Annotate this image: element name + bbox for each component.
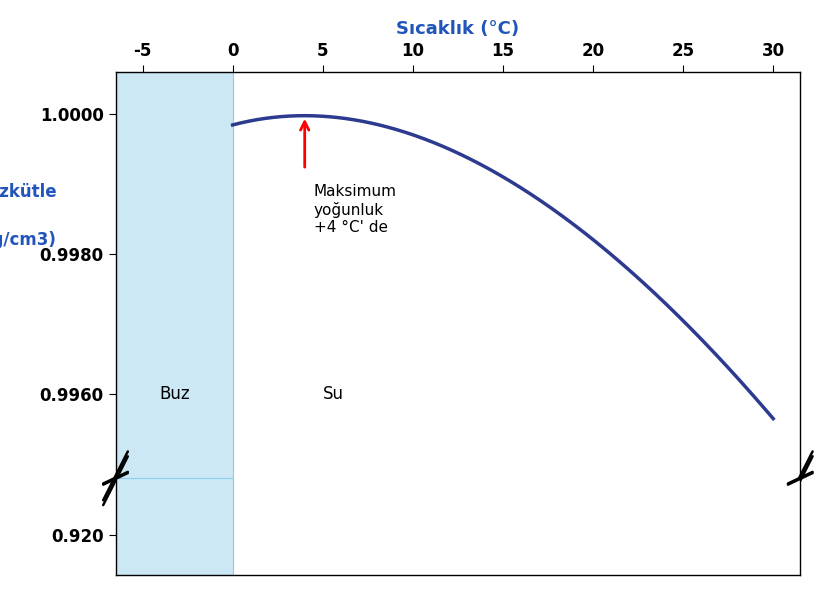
Text: Maksimum
yoğunluk
+4 °C' de: Maksimum yoğunluk +4 °C' de [314, 184, 397, 235]
Text: Su: Su [323, 385, 344, 403]
Bar [116, 478, 233, 575]
Text: (g/cm3): (g/cm3) [0, 231, 57, 249]
X-axis label: Sıcaklık (°C): Sıcaklık (°C) [396, 20, 520, 38]
Bar [116, 72, 233, 478]
Text: Özkütle: Özkütle [0, 183, 56, 201]
Text: Buz: Buz [160, 385, 191, 403]
